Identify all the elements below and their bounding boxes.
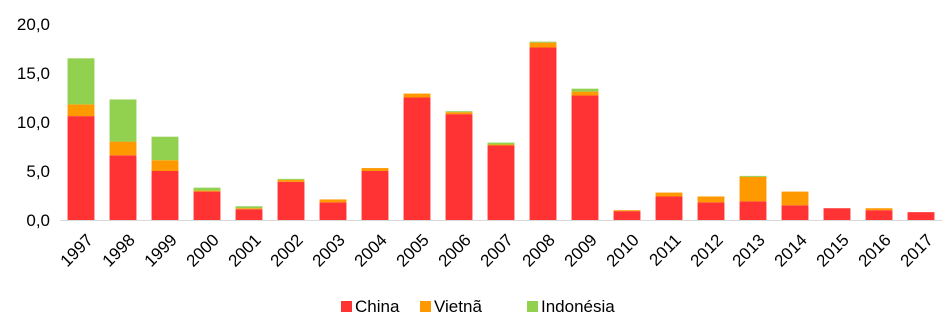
bar-segment-indon-sia-2006	[445, 111, 473, 113]
bar-segment-indon-sia-2007	[487, 142, 515, 145]
x-tick-label: 2000	[183, 230, 223, 270]
bar-segment-china-1998	[109, 155, 137, 220]
bar-segment-china-1997	[67, 116, 95, 220]
bar-segment-china-2002	[277, 181, 305, 220]
bar-segment-vietn--2013	[739, 176, 767, 202]
bar-segment-vietn--2001	[235, 208, 263, 210]
bar-segment-vietn--2003	[319, 199, 347, 203]
bar-segment-china-2014	[781, 205, 809, 220]
y-tick-label: 20,0	[17, 15, 50, 34]
legend-swatch	[341, 301, 352, 312]
bar-segment-china-2003	[319, 202, 347, 220]
bar-segment-china-2009	[571, 95, 599, 220]
x-tick-label: 2015	[813, 230, 853, 270]
bar-segment-indon-sia-2001	[235, 206, 263, 209]
x-tick-label: 1997	[57, 230, 97, 270]
bar-segment-vietn--2006	[445, 112, 473, 115]
bar-segment-indon-sia-2013	[739, 175, 767, 177]
x-axis-ticks: 1997 1998 1999 2000 2001 2002 2003 2004 2005 2006…	[57, 230, 937, 270]
bar-segment-china-2006	[445, 114, 473, 220]
bar-segment-china-2004	[361, 171, 389, 220]
x-tick-label: 2004	[351, 230, 391, 270]
x-tick-label: 2008	[519, 230, 559, 270]
bar-segment-vietn--2011	[655, 192, 683, 197]
x-tick-label: 2006	[435, 230, 475, 270]
bar-segment-indon-sia-2008	[529, 41, 557, 43]
bar-segment-indon-sia-1998	[109, 99, 137, 142]
bar-segment-vietn--1997	[67, 104, 95, 117]
x-tick-label: 2012	[687, 230, 727, 270]
bar-segment-china-2015	[823, 208, 851, 220]
x-tick-label: 2017	[897, 230, 937, 270]
bar-segment-vietn--1998	[109, 141, 137, 156]
bar-segment-china-2013	[739, 201, 767, 220]
bar-segment-vietn--2009	[571, 91, 599, 96]
bar-segment-vietn--2007	[487, 144, 515, 146]
x-tick-label: 2005	[393, 230, 433, 270]
bar-segment-indon-sia-1999	[151, 136, 179, 161]
bar-segment-china-2007	[487, 145, 515, 220]
x-tick-label: 2010	[603, 230, 643, 270]
bar-segment-china-2011	[655, 196, 683, 220]
y-axis-ticks: 0,0 5,0 10,0 15,0 20,0	[17, 15, 50, 230]
x-tick-label: 1999	[141, 230, 181, 270]
bar-segment-indon-sia-2002	[277, 178, 305, 180]
bar-segment-vietn--2016	[865, 208, 893, 211]
bar-segment-vietn--2000	[193, 190, 221, 192]
bar-segment-vietn--2014	[781, 191, 809, 206]
bar-segment-china-2010	[613, 211, 641, 220]
y-tick-label: 15,0	[17, 64, 50, 83]
bar-segment-vietn--2012	[697, 196, 725, 203]
legend-label: Indonésia	[541, 297, 615, 316]
legend: China Vietnã Indonésia	[341, 297, 615, 316]
bar-segment-china-2012	[697, 202, 725, 220]
bar-segment-china-2000	[193, 191, 221, 220]
bar-segment-china-2005	[403, 97, 431, 220]
bar-segment-china-2008	[529, 47, 557, 220]
bar-segment-indon-sia-2009	[571, 88, 599, 92]
y-tick-label: 0,0	[26, 211, 50, 230]
y-tick-label: 5,0	[26, 162, 50, 181]
bar-segment-china-1999	[151, 171, 179, 220]
x-tick-label: 2001	[225, 230, 265, 270]
bar-segment-vietn--2010	[613, 210, 641, 212]
x-tick-label: 2016	[855, 230, 895, 270]
bar-segment-vietn--2005	[403, 93, 431, 98]
legend-label: Vietnã	[434, 297, 482, 316]
x-tick-label: 1998	[99, 230, 139, 270]
bar-segment-vietn--1999	[151, 160, 179, 171]
x-tick-label: 2011	[646, 230, 685, 269]
bar-segment-china-2017	[907, 212, 935, 220]
legend-swatch	[527, 301, 538, 312]
bar-segment-indon-sia-2000	[193, 187, 221, 191]
x-tick-label: 2009	[561, 230, 601, 270]
legend-swatch	[420, 301, 431, 312]
bar-segment-china-2016	[865, 210, 893, 220]
x-tick-label: 2003	[309, 230, 349, 270]
bar-segment-vietn--2004	[361, 168, 389, 171]
x-tick-label: 2014	[771, 230, 811, 270]
x-tick-label: 2002	[267, 230, 307, 270]
bar-segment-indon-sia-1997	[67, 58, 95, 105]
x-tick-label: 2007	[477, 230, 517, 270]
bar-segment-vietn--2008	[529, 42, 557, 48]
bar-segment-vietn--2002	[277, 179, 305, 182]
chart-bars	[67, 41, 935, 220]
x-tick-label: 2013	[729, 230, 769, 270]
bar-segment-china-2001	[235, 209, 263, 220]
y-tick-label: 10,0	[17, 113, 50, 132]
legend-label: China	[355, 297, 400, 316]
